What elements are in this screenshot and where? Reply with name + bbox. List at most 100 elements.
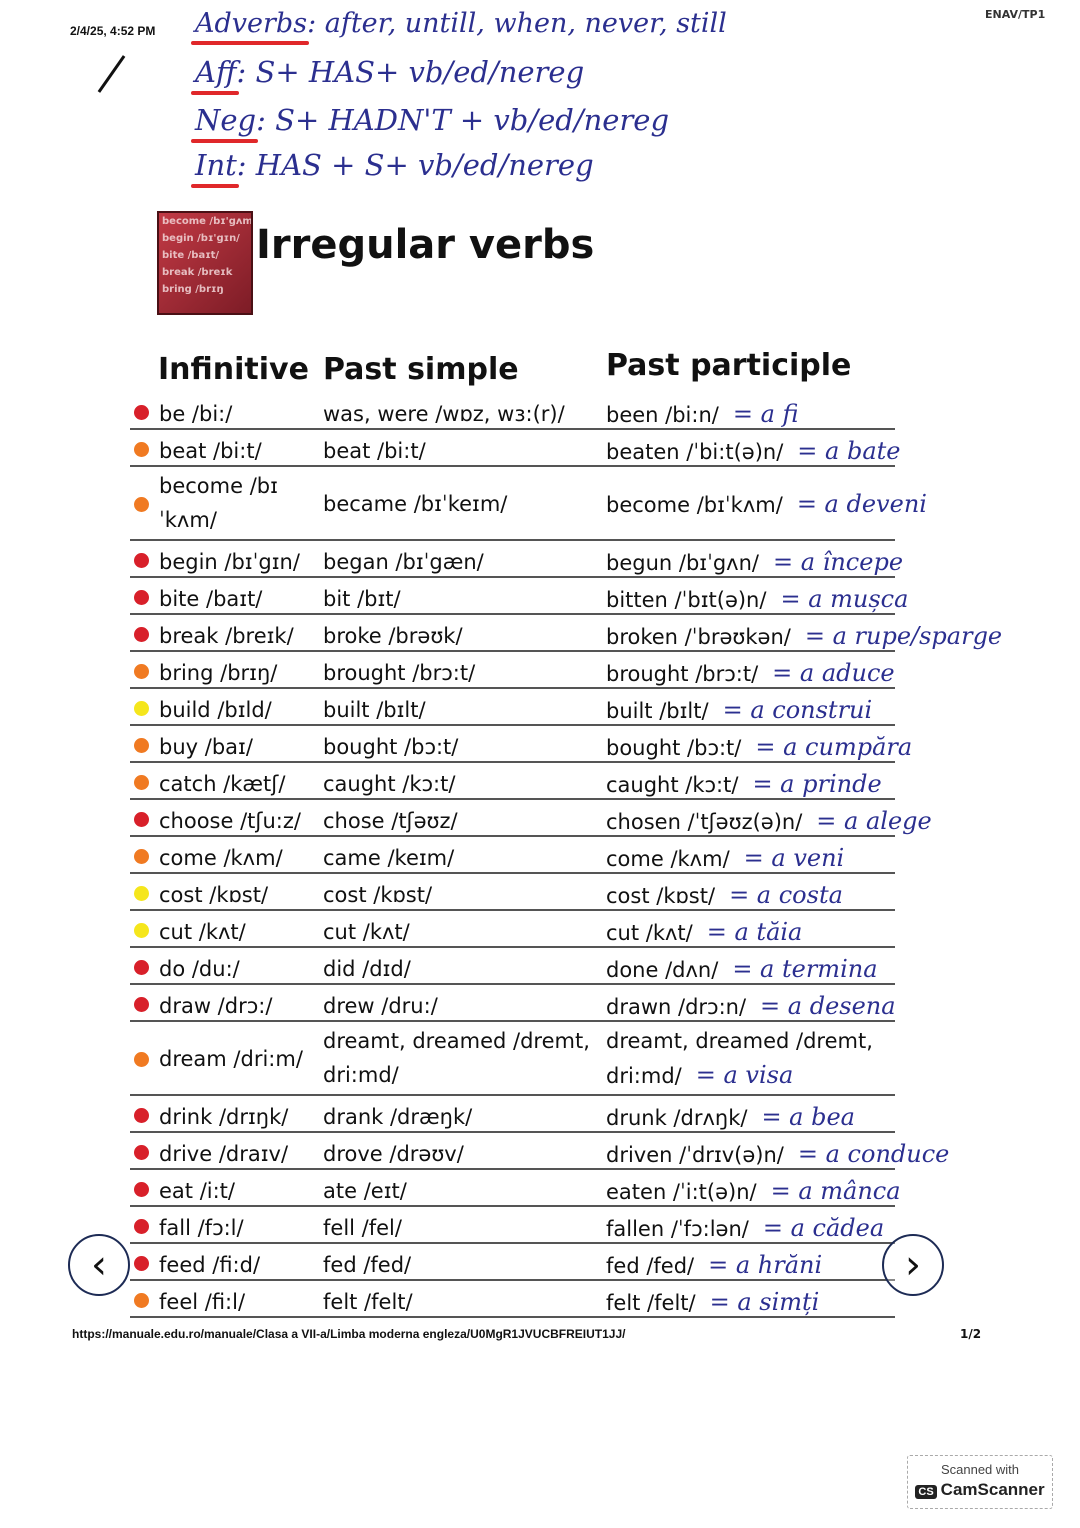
watermark-line2: CamScanner bbox=[940, 1480, 1045, 1499]
past-simple: drove /drəʊv/ bbox=[323, 1142, 464, 1166]
watermark-line1: Scanned with bbox=[940, 1462, 1020, 1477]
past-participle-cell: dreamt, dreamed /dremt, dri:md/ = a visa bbox=[606, 1024, 873, 1093]
highlight-dot bbox=[134, 1108, 149, 1123]
highlight-dot bbox=[134, 590, 149, 605]
translation: = a mușca bbox=[780, 585, 909, 613]
past-simple: beat /bi:t/ bbox=[323, 439, 426, 463]
highlight-dot bbox=[134, 664, 149, 679]
highlight-dot bbox=[134, 497, 149, 512]
highlight-dot bbox=[134, 997, 149, 1012]
infinitive: begin /bɪˈgɪn/ bbox=[159, 550, 300, 574]
next-page-button[interactable]: › bbox=[882, 1234, 944, 1296]
past-participle-cell: drunk /drʌŋk/ = a bea bbox=[606, 1100, 855, 1135]
highlight-dot bbox=[134, 701, 149, 716]
table-row: beat /bi:t/beat /bi:t/beaten /ˈbi:t(ə)n/… bbox=[130, 430, 900, 467]
past-participle-cell: been /bi:n/ = a fi bbox=[606, 397, 799, 432]
past-participle-cell: broken /ˈbrəʊkən/ = a rupe/sparge bbox=[606, 619, 1002, 654]
translation: = a cumpăra bbox=[755, 733, 913, 761]
note-text: : S+ HAS+ vb/ed/nereg bbox=[236, 55, 585, 89]
column-header-past-simple: Past simple bbox=[323, 352, 519, 387]
print-timestamp: 2/4/25, 4:52 PM bbox=[70, 24, 156, 38]
table-row: eat /i:t/ate /eɪt/eaten /ˈi:t(ə)n/ = a mâ… bbox=[130, 1170, 901, 1207]
table-row: bite /baɪt/bit /bɪt/bitten /ˈbɪt(ə)n/ = a… bbox=[130, 578, 908, 615]
past-participle-cell: done /dʌn/ = a termina bbox=[606, 952, 878, 987]
translation: = a hrăni bbox=[708, 1251, 823, 1279]
highlight-dot bbox=[134, 1293, 149, 1308]
past-participle-cell: eaten /ˈi:t(ə)n/ = a mânca bbox=[606, 1174, 901, 1209]
translation: = a aduce bbox=[772, 659, 895, 687]
table-row: feed /fi:d/fed /fed/fed /fed/ = a hrăni bbox=[130, 1244, 895, 1281]
infinitive: be /bi:/ bbox=[159, 402, 233, 426]
translation: = a costa bbox=[729, 881, 843, 909]
past-participle: brought /brɔ:t/ bbox=[606, 662, 759, 686]
past-simple: drew /dru:/ bbox=[323, 994, 438, 1018]
past-participle-cell: drawn /drɔ:n/ = a desena bbox=[606, 989, 896, 1024]
column-header-infinitive: Infinitive bbox=[158, 352, 309, 387]
past-participle: eaten /ˈi:t(ə)n/ bbox=[606, 1180, 757, 1204]
translation: = a fi bbox=[732, 400, 799, 428]
highlight-dot bbox=[134, 1145, 149, 1160]
past-participle-cell: cut /kʌt/ = a tăia bbox=[606, 915, 802, 950]
past-simple: felt /felt/ bbox=[323, 1290, 413, 1314]
infinitive: come /kʌm/ bbox=[159, 846, 283, 870]
table-row: become /bɪ ˈkʌm/became /bɪˈkeɪm/become /b… bbox=[130, 467, 927, 541]
table-row: bring /brɪŋ/brought /brɔ:t/brought /brɔ:… bbox=[130, 652, 895, 689]
note-adverbs: Adverbs: after, untill, when, never, sti… bbox=[195, 8, 727, 39]
note-interrogative: Int: HAS + S+ vb/ed/nereg bbox=[195, 148, 594, 182]
past-participle-cell: begun /bɪˈgʌn/ = a începe bbox=[606, 545, 903, 580]
logo-word: bring /brɪŋ bbox=[162, 284, 224, 295]
infinitive: catch /kætʃ/ bbox=[159, 772, 286, 796]
translation: = a bea bbox=[761, 1103, 855, 1131]
past-participle-cell: come /kʌm/ = a veni bbox=[606, 841, 844, 876]
translation: = a mânca bbox=[770, 1177, 901, 1205]
table-row: catch /kætʃ/caught /kɔ:t/caught /kɔ:t/ = … bbox=[130, 763, 895, 800]
camscanner-watermark: Scanned with CS CamScanner bbox=[907, 1455, 1053, 1509]
infinitive: feel /fi:l/ bbox=[159, 1290, 246, 1314]
highlight-dot bbox=[134, 442, 149, 457]
past-participle: cost /kɒst/ bbox=[606, 884, 716, 908]
past-simple: brought /brɔ:t/ bbox=[323, 661, 476, 685]
past-simple: broke /brəʊk/ bbox=[323, 624, 463, 648]
page-number: 1/2 bbox=[960, 1327, 982, 1341]
logo-word: bite /baɪt/ bbox=[162, 250, 220, 261]
past-participle-cell: caught /kɔ:t/ = a prinde bbox=[606, 767, 882, 802]
infinitive: feed /fi:d/ bbox=[159, 1253, 261, 1277]
previous-page-button[interactable]: ‹ bbox=[68, 1234, 130, 1296]
infinitive: bring /brɪŋ/ bbox=[159, 661, 278, 685]
past-simple: began /bɪˈgæn/ bbox=[323, 550, 484, 574]
past-simple: built /bɪlt/ bbox=[323, 698, 426, 722]
pen-mark bbox=[97, 55, 126, 93]
translation: = a rupe/sparge bbox=[804, 622, 1003, 650]
past-participle: fallen /ˈfɔ:lən/ bbox=[606, 1217, 749, 1241]
note-key: Int bbox=[195, 148, 237, 182]
highlight-dot bbox=[134, 405, 149, 420]
infinitive-cell: become /bɪ ˈkʌm/ bbox=[159, 469, 278, 537]
infinitive: dream /dri:m/ bbox=[159, 1047, 303, 1071]
past-simple-cont: dri:md/ bbox=[323, 1063, 399, 1087]
translation: = a începe bbox=[773, 548, 904, 576]
past-participle: come /kʌm/ bbox=[606, 847, 730, 871]
past-participle: beaten /ˈbi:t(ə)n/ bbox=[606, 440, 784, 464]
logo-word: become /bɪ'gʌm bbox=[162, 216, 253, 227]
past-participle-cont: dri:md/ bbox=[606, 1064, 682, 1088]
page-code: ENAV/TP1 bbox=[985, 8, 1046, 21]
table-row: buy /baɪ/bought /bɔ:t/bought /bɔ:t/ = a c… bbox=[130, 726, 912, 763]
highlight-dot bbox=[134, 960, 149, 975]
past-simple: did /dɪd/ bbox=[323, 957, 411, 981]
infinitive: drink /drɪŋk/ bbox=[159, 1105, 289, 1129]
past-participle: built /bɪlt/ bbox=[606, 699, 709, 723]
table-row: dream /dri:m/dreamt, dreamed /dremt, dri:… bbox=[130, 1022, 895, 1096]
past-participle-cell: chosen /ˈtʃəʊz(ə)n/ = a alege bbox=[606, 804, 932, 839]
past-participle-cell: fallen /ˈfɔ:lən/ = a cădea bbox=[606, 1211, 884, 1246]
past-simple: caught /kɔ:t/ bbox=[323, 772, 456, 796]
past-participle: caught /kɔ:t/ bbox=[606, 773, 739, 797]
highlight-dot bbox=[134, 775, 149, 790]
note-key: Adverbs bbox=[195, 8, 308, 39]
past-participle-cell: cost /kɒst/ = a costa bbox=[606, 878, 843, 913]
past-participle-cell: bought /bɔ:t/ = a cumpăra bbox=[606, 730, 912, 765]
past-simple: chose /tʃəʊz/ bbox=[323, 809, 458, 833]
past-simple: became /bɪˈkeɪm/ bbox=[323, 492, 508, 516]
note-negative: Neg: S+ HADN'T + vb/ed/nereg bbox=[195, 103, 669, 137]
past-participle: done /dʌn/ bbox=[606, 958, 719, 982]
chevron-left-icon: ‹ bbox=[91, 1242, 107, 1288]
